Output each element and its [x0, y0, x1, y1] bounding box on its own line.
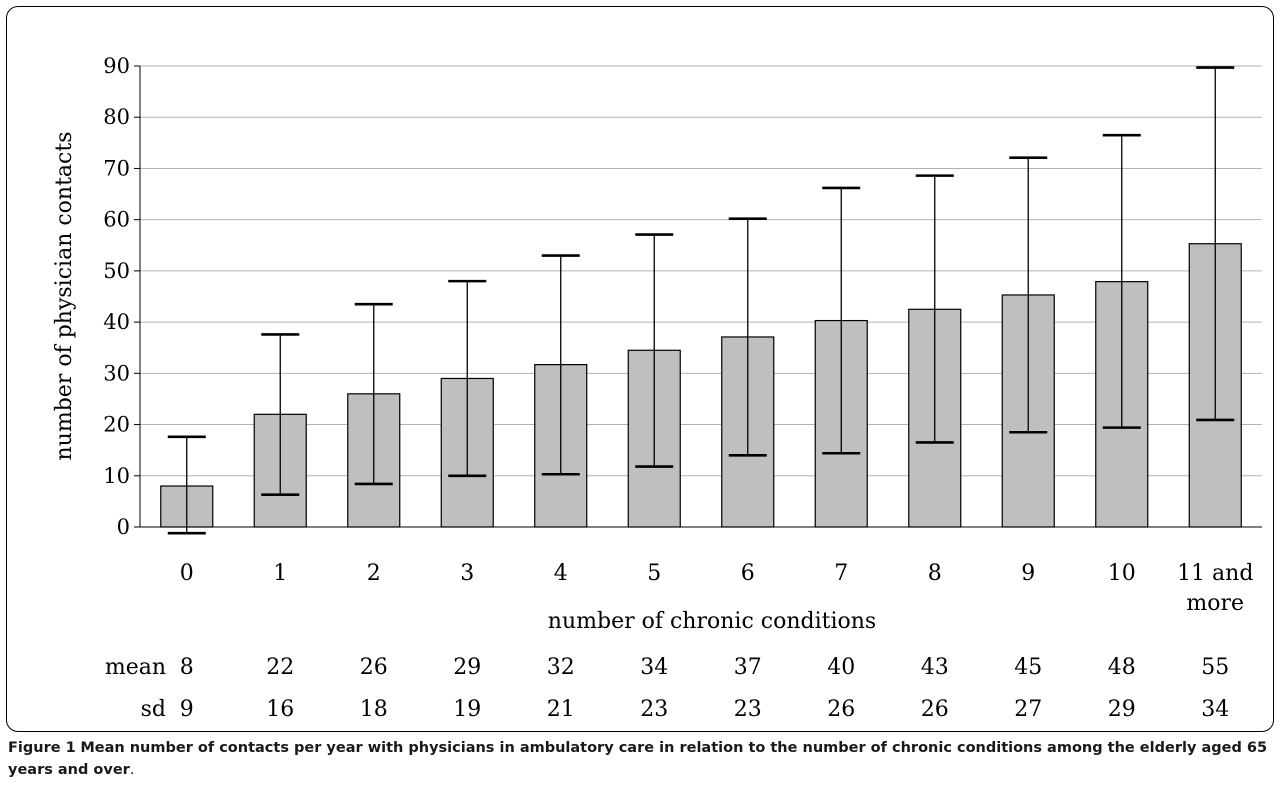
table-cell-mean-8: 43 [921, 655, 949, 680]
x-tick-label-7: 7 [834, 561, 848, 586]
errorbar-layer [167, 66, 1235, 535]
table-cell-sd-7: 26 [827, 697, 855, 722]
y-tick-label-0: 0 [117, 515, 130, 539]
x-axis-label: number of chronic conditions [548, 609, 876, 634]
table-cell-sd-9: 27 [1014, 697, 1042, 722]
error-bar-6 [728, 217, 767, 457]
table-cell-sd-5: 23 [640, 697, 668, 722]
y-tick-label-60: 60 [103, 208, 130, 232]
y-tick-label-40: 40 [103, 310, 130, 334]
table-cell-sd-11: 34 [1201, 697, 1229, 722]
x-tick-label-3: 3 [460, 561, 474, 586]
y-tick-label-30: 30 [103, 361, 130, 385]
x-tick-label-5: 5 [647, 561, 661, 586]
y-tick-label-70: 70 [103, 156, 130, 180]
table-cell-mean-11: 55 [1201, 655, 1229, 680]
y-tick-label-50: 50 [103, 259, 130, 283]
figure-frame [6, 6, 1274, 732]
table-cell-mean-6: 37 [734, 655, 762, 680]
table-cell-mean-0: 8 [180, 655, 194, 680]
table-cell-sd-8: 26 [921, 697, 949, 722]
table-cell-sd-0: 9 [180, 697, 194, 722]
table-cell-sd-4: 21 [547, 697, 575, 722]
error-bar-2 [354, 302, 393, 486]
table-cell-mean-1: 22 [266, 655, 294, 680]
x-tick-label-1: 1 [273, 561, 287, 586]
table-cell-sd-10: 29 [1108, 697, 1136, 722]
error-bar-4 [541, 254, 580, 476]
y-tick-label-90: 90 [103, 54, 130, 78]
y-tick-label-20: 20 [103, 413, 130, 437]
bar-layer [160, 243, 1242, 528]
axis-layer [134, 65, 1262, 528]
error-bar-7 [822, 186, 861, 455]
table-cell-sd-1: 16 [266, 697, 294, 722]
caption-label: Figure 1 [8, 740, 76, 756]
table-cell-sd-2: 18 [360, 697, 388, 722]
label-layer: 0 10 20 30 40 50 60 70 80 90 0 1 2 3 4 5 6 7 8 9 10 11 and mor… [103, 54, 1253, 616]
x-tick-label-4: 4 [554, 561, 568, 586]
table-cell-mean-3: 29 [453, 655, 481, 680]
caption-text: Mean number of contacts per year with ph… [8, 740, 1268, 778]
table-cell-mean-10: 48 [1108, 655, 1136, 680]
x-tick-label-8: 8 [928, 561, 942, 586]
x-tick-label-9: 9 [1021, 561, 1035, 586]
table-cell-mean-2: 26 [360, 655, 388, 680]
error-bar-0 [167, 435, 206, 535]
table-cell-mean-7: 40 [827, 655, 855, 680]
error-bar-3 [448, 279, 487, 478]
table-cell-mean-5: 34 [640, 655, 668, 680]
x-tick-label-line: 11 and [1177, 561, 1253, 586]
caption-end: . [129, 762, 135, 778]
table-row-label-mean: mean [105, 655, 166, 680]
y-axis-label: number of physician contacts [52, 132, 77, 461]
x-tick-label-line: more [1186, 591, 1244, 616]
error-bar-1 [261, 333, 300, 497]
x-tick-label-2: 2 [367, 561, 381, 586]
table-cell-sd-6: 23 [734, 697, 762, 722]
error-bar-5 [635, 233, 674, 468]
table-cell-mean-9: 45 [1014, 655, 1042, 680]
x-tick-label-0: 0 [180, 561, 194, 586]
stats-table: mean 8 22 26 29 32 34 37 40 43 45 48 55 sd 9 16 18 19 21 23… [105, 655, 1229, 722]
error-bar-8 [915, 174, 954, 444]
y-tick-label-80: 80 [103, 105, 130, 129]
error-bar-10 [1102, 133, 1141, 429]
x-tick-label-6: 6 [741, 561, 755, 586]
grid-layer [140, 65, 1262, 477]
error-bar-11-and-more [1196, 66, 1235, 422]
error-bar-9 [1009, 156, 1048, 434]
y-tick-label-10: 10 [103, 464, 130, 488]
figure-caption: Figure 1 Mean number of contacts per yea… [8, 737, 1274, 781]
table-cell-mean-4: 32 [547, 655, 575, 680]
x-tick-label-10: 10 [1108, 561, 1136, 586]
x-tick-label-11-and-more: 11 and more [1177, 561, 1253, 616]
table-cell-sd-3: 19 [453, 697, 481, 722]
table-row-label-sd: sd [141, 697, 166, 722]
